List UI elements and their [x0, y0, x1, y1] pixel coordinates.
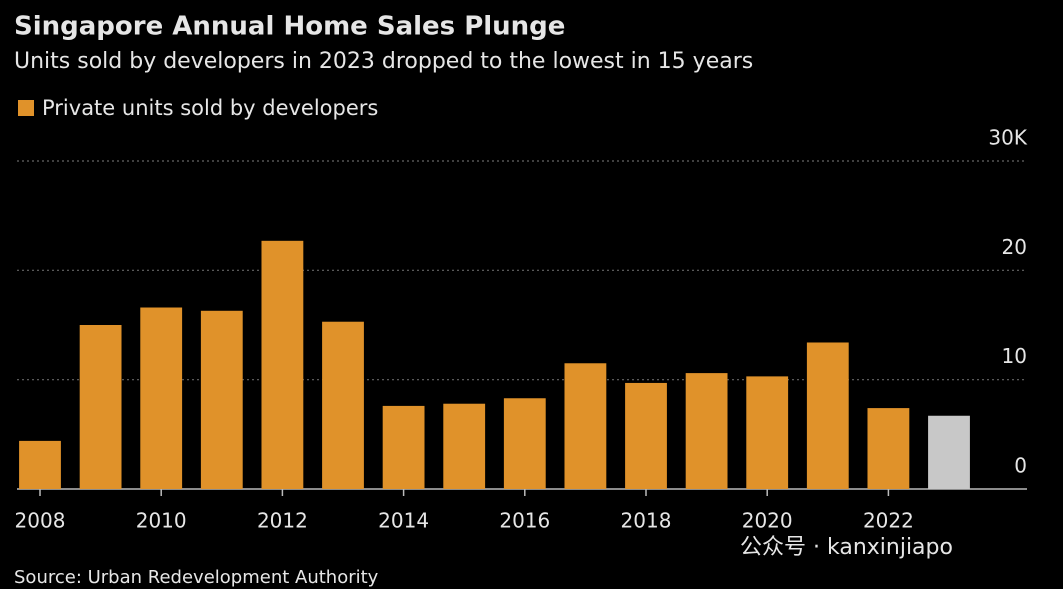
legend-swatch — [18, 100, 34, 116]
bar — [503, 398, 546, 489]
x-tick-label: 2022 — [863, 509, 914, 533]
bar — [685, 373, 728, 489]
bar — [867, 408, 910, 489]
x-tick-label: 2020 — [742, 509, 793, 533]
watermark: 公众号 · kanxinjiapo — [740, 535, 953, 560]
bar — [564, 363, 607, 489]
bar — [261, 240, 304, 489]
x-tick-label: 2016 — [499, 509, 550, 533]
bar — [746, 376, 789, 489]
bar — [928, 415, 970, 489]
x-tick-label: 2010 — [136, 509, 187, 533]
y-tick-label: 30K — [988, 126, 1027, 150]
bar — [382, 405, 425, 489]
x-tick-label: 2018 — [621, 509, 672, 533]
bar — [806, 342, 849, 489]
bar — [79, 325, 122, 489]
bar — [200, 310, 243, 489]
chart-title: Singapore Annual Home Sales Plunge — [14, 12, 565, 42]
legend-label: Private units sold by developers — [42, 96, 378, 120]
bar — [443, 403, 486, 489]
bar — [625, 382, 667, 489]
y-tick-label: 20 — [1002, 235, 1027, 259]
y-tick-label: 10 — [1002, 344, 1027, 368]
x-tick-label: 2012 — [257, 509, 308, 533]
bar — [19, 440, 61, 489]
x-tick-label: 2014 — [378, 509, 429, 533]
chart-subtitle: Units sold by developers in 2023 dropped… — [14, 49, 753, 74]
x-tick-label: 2008 — [15, 509, 66, 533]
source: Source: Urban Redevelopment Authority — [14, 567, 379, 588]
y-tick-label: 0 — [1014, 454, 1027, 478]
bar — [322, 321, 364, 489]
bar — [140, 307, 183, 489]
